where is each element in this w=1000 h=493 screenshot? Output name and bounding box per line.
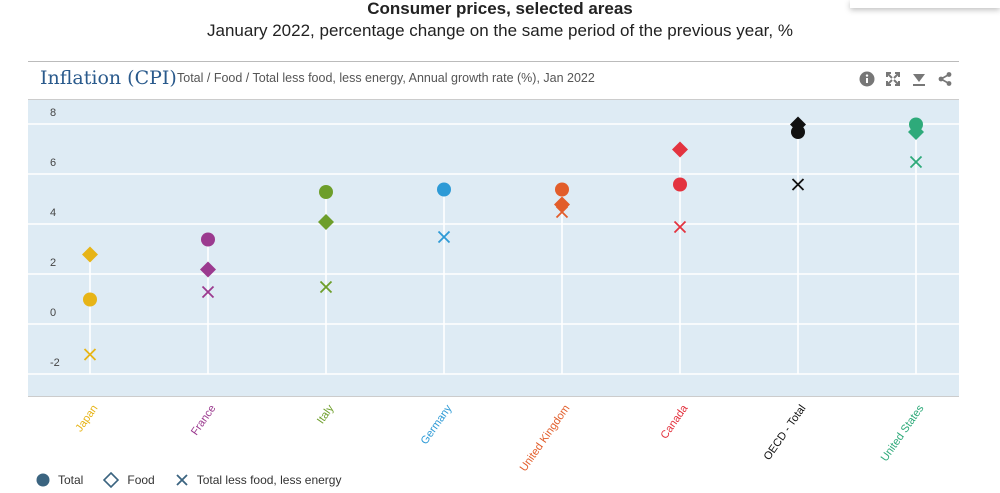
legend-circle-icon bbox=[36, 473, 50, 487]
marker-total[interactable] bbox=[319, 185, 333, 199]
marker-food[interactable] bbox=[672, 141, 688, 158]
marker-food[interactable] bbox=[908, 124, 924, 140]
marker-core[interactable] bbox=[201, 285, 215, 299]
page-title: Consumer prices, selected areas bbox=[367, 0, 633, 18]
marker-total[interactable] bbox=[673, 177, 687, 192]
x-tick-label: United Kingdom bbox=[518, 403, 573, 474]
marker-core[interactable] bbox=[319, 280, 333, 294]
plot-area bbox=[28, 100, 959, 396]
y-tick-label: 8 bbox=[50, 107, 56, 119]
y-tick-label: 6 bbox=[50, 157, 56, 169]
marker-food[interactable] bbox=[200, 261, 216, 278]
x-tick-label: OECD - Total bbox=[762, 403, 809, 463]
legend-diamond-icon bbox=[103, 472, 120, 488]
y-tick-label: -2 bbox=[50, 357, 60, 369]
marker-total[interactable] bbox=[201, 232, 215, 247]
x-tick-label: Japan bbox=[73, 403, 100, 434]
info-icon[interactable] bbox=[858, 70, 875, 87]
legend-label-total: Total bbox=[58, 473, 84, 487]
y-tick-label: 4 bbox=[50, 207, 56, 219]
top-right-shadow bbox=[850, 0, 1000, 8]
legend-item-food[interactable]: Food bbox=[103, 472, 155, 488]
panel-title: Inflation (CPI) bbox=[40, 67, 177, 89]
download-icon[interactable] bbox=[910, 70, 927, 87]
marker-food[interactable] bbox=[554, 196, 570, 213]
marker-food[interactable] bbox=[82, 246, 98, 263]
panel-subtitle: Total / Food / Total less food, less ene… bbox=[177, 71, 595, 85]
y-tick-label: 0 bbox=[50, 307, 56, 319]
legend-label-food: Food bbox=[127, 473, 155, 487]
marker-core[interactable] bbox=[83, 348, 97, 361]
plot-bottom-border bbox=[28, 396, 959, 397]
share-icon[interactable] bbox=[936, 70, 953, 87]
marker-total[interactable] bbox=[555, 182, 569, 197]
chart-legend: Total Food Total less food, less energy bbox=[36, 472, 361, 488]
page-subtitle: January 2022, percentage change on the s… bbox=[207, 21, 793, 40]
marker-food[interactable] bbox=[318, 214, 334, 230]
legend-item-total[interactable]: Total bbox=[36, 473, 83, 487]
legend-label-core: Total less food, less energy bbox=[196, 473, 342, 487]
x-tick-label: Canada bbox=[659, 402, 691, 441]
x-tick-label: United States bbox=[879, 402, 927, 463]
y-tick-label: 2 bbox=[50, 257, 56, 269]
marker-total[interactable] bbox=[437, 182, 451, 197]
marker-core[interactable] bbox=[673, 220, 687, 234]
panel-top-border bbox=[28, 61, 959, 62]
marker-food[interactable] bbox=[790, 116, 806, 133]
legend-cross-icon bbox=[176, 474, 188, 486]
chart-toolbar bbox=[858, 70, 953, 87]
marker-core[interactable] bbox=[437, 230, 451, 244]
x-tick-label: Italy bbox=[315, 402, 337, 426]
x-tick-label: Germany bbox=[419, 402, 455, 446]
legend-item-core[interactable]: Total less food, less energy bbox=[175, 473, 342, 487]
plot-top-border bbox=[28, 99, 959, 100]
marker-total[interactable] bbox=[83, 292, 97, 307]
marker-core[interactable] bbox=[791, 178, 805, 191]
expand-icon[interactable] bbox=[884, 70, 901, 87]
marker-core[interactable] bbox=[909, 155, 923, 169]
x-tick-label: France bbox=[189, 403, 218, 438]
